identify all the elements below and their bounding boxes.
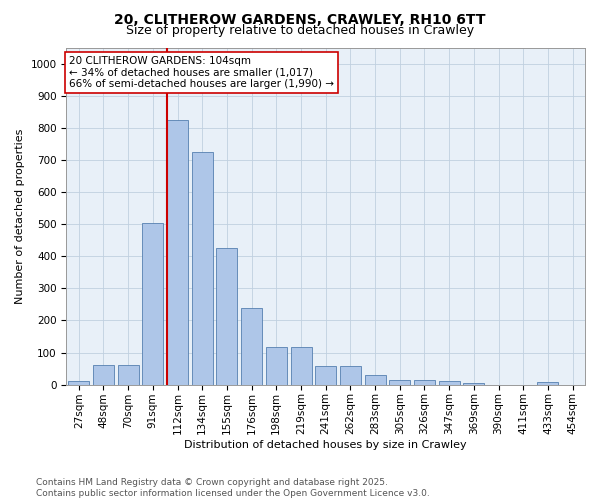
Bar (93, 366, 114, 384)
Text: 20, CLITHEROW GARDENS, CRAWLEY, RH10 6TT: 20, CLITHEROW GARDENS, CRAWLEY, RH10 6TT (114, 12, 486, 26)
Bar (463, 383, 484, 384)
Text: Contains HM Land Registry data © Crown copyright and database right 2025.
Contai: Contains HM Land Registry data © Crown c… (36, 478, 430, 498)
Bar (340, 366, 361, 384)
Bar (68, 382, 89, 384)
Bar (167, 120, 188, 384)
Bar (192, 152, 213, 384)
Bar (365, 375, 386, 384)
Bar (241, 308, 262, 384)
Bar (315, 366, 336, 384)
Y-axis label: Number of detached properties: Number of detached properties (15, 128, 25, 304)
Bar (290, 347, 311, 385)
Bar (389, 380, 410, 384)
Bar (439, 382, 460, 384)
Bar (142, 222, 163, 384)
Text: Size of property relative to detached houses in Crawley: Size of property relative to detached ho… (126, 24, 474, 37)
X-axis label: Distribution of detached houses by size in Crawley: Distribution of detached houses by size … (184, 440, 467, 450)
Bar (217, 248, 238, 384)
Bar (414, 380, 435, 384)
Bar (266, 347, 287, 385)
Text: 20 CLITHEROW GARDENS: 104sqm
← 34% of detached houses are smaller (1,017)
66% of: 20 CLITHEROW GARDENS: 104sqm ← 34% of de… (69, 56, 334, 89)
Bar (538, 382, 559, 384)
Bar (118, 366, 139, 384)
